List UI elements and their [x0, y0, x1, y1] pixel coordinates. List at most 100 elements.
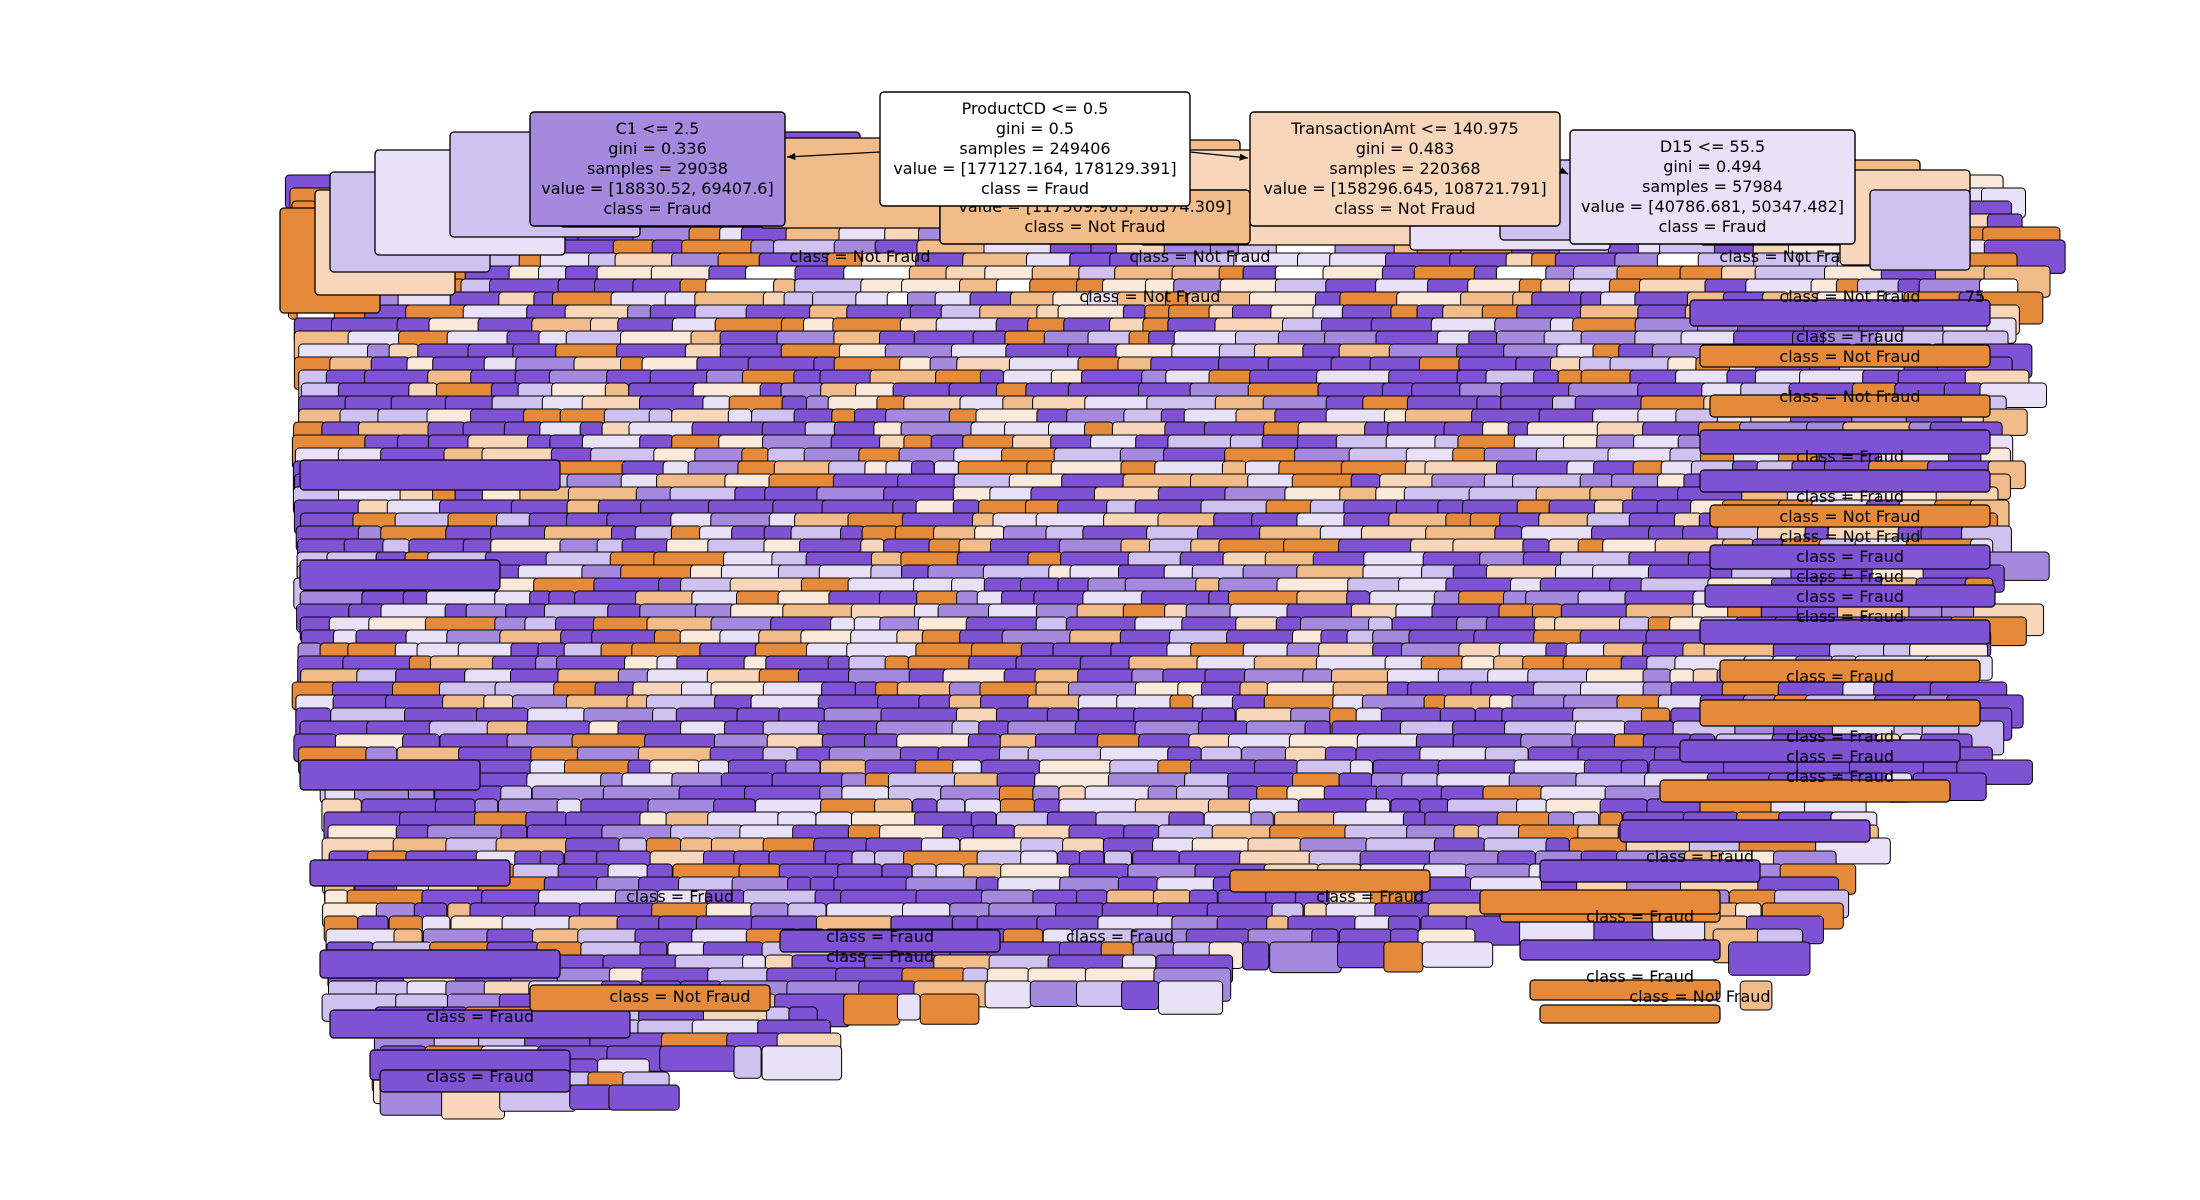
- leaf-band-18: [1539, 1004, 1721, 1024]
- leaf-band-6: [1709, 544, 1991, 570]
- leaf-band-1: [1699, 344, 1991, 368]
- tree-node-d15: [1569, 129, 1856, 245]
- top-node-layer: value = [117509.963, 58374.309]class = N…: [279, 91, 1971, 314]
- tree-node-box-2174: [1337, 941, 1388, 969]
- fragment-label-31: class = Not Fraud: [1779, 507, 1920, 526]
- fragment-label-30: class = Not Fraud: [1779, 387, 1920, 406]
- fragment-label-21: class = Fraud: [1316, 887, 1424, 906]
- tree-node-box-2241: [896, 993, 921, 1021]
- tree-node-box-2226: [1076, 980, 1126, 1007]
- fragment-label-16: class = Fraud: [1586, 967, 1694, 986]
- leaf-band-10: [1699, 699, 1981, 727]
- fragment-label-20: class = Fraud: [826, 927, 934, 946]
- edge-root-to-c1-arrow: [787, 153, 796, 161]
- fragment-label-23: class = Fraud: [626, 887, 734, 906]
- tree-node-tamt: [1249, 111, 1561, 227]
- tree-node-box-2227: [1121, 980, 1160, 1010]
- leaf-band-14: [1539, 859, 1761, 883]
- tree-node-box-2225: [1029, 980, 1080, 1007]
- fragment-label-18: class = Fraud: [426, 1007, 534, 1026]
- leaf-band-21: [299, 759, 481, 791]
- tree-node-box-2293: [608, 1084, 680, 1111]
- leaf-band-4: [1699, 469, 1991, 493]
- leaf-band-7: [1704, 584, 1996, 608]
- tree-node-box-2242: [919, 993, 980, 1025]
- node-mid-line-1: class = Not Fraud: [1024, 217, 1165, 236]
- tree-node-root: [879, 91, 1191, 207]
- tree-node-box-2274: [733, 1045, 762, 1079]
- tree-node-box-2229: [1739, 980, 1773, 1011]
- leaf-band-28: [779, 929, 1001, 953]
- node-d15-line-1: gini = 0.494: [1663, 157, 1762, 176]
- edge-root-to-transactionamt: [1189, 151, 1249, 159]
- tree-node-box-2224: [984, 980, 1032, 1009]
- edge-transactionamt-to-d15-arrow: [1559, 167, 1568, 174]
- fragment-label-29: class = Not Fraud: [1779, 347, 1920, 366]
- node-root-line-2: samples = 249406: [959, 139, 1110, 158]
- node-c1-line-4: class = Fraud: [603, 199, 711, 218]
- node-c1-line-1: gini = 0.336: [608, 139, 707, 158]
- leaf-band-24: [329, 1009, 631, 1039]
- fragment-label-22: class = Fraud: [1066, 927, 1174, 946]
- fragment-label-11: class = Fraud: [1786, 727, 1894, 746]
- node-root-line-1: gini = 0.5: [996, 119, 1074, 138]
- fragment-label-26: class = Not Fraud: [789, 247, 930, 266]
- leaf-band-2: [1709, 394, 1991, 418]
- leaf-band-22: [309, 859, 511, 887]
- node-root-line-0: ProductCD <= 0.5: [962, 99, 1109, 118]
- fragment-label-5: class = Fraud: [1796, 487, 1904, 506]
- tree-node-box-2240: [843, 993, 901, 1026]
- node-root-line-3: value = [177127.164, 178129.391]: [893, 159, 1176, 178]
- fragment-label-10: class = Fraud: [1786, 667, 1894, 686]
- tree-node-box-2275: [761, 1045, 843, 1081]
- tree-node-box-2228: [1158, 980, 1224, 1015]
- leaf-band-12: [1659, 779, 1951, 803]
- node-d15-line-2: samples = 57984: [1642, 177, 1783, 196]
- fragment-label-27: class = Not Fraud: [1719, 247, 1860, 266]
- edge-root-to-c1: [786, 151, 881, 158]
- fragment-label-34: class = Not Fraud: [1629, 987, 1770, 1006]
- node-tamt-line-1: gini = 0.483: [1356, 139, 1455, 158]
- leaf-band-30: [1479, 889, 1721, 915]
- fragment-label-14: class = Fraud: [1646, 847, 1754, 866]
- node-c1-line-2: samples = 29038: [587, 159, 728, 178]
- leaf-band-19: [299, 459, 561, 491]
- fragment-label-15: class = Fraud: [1586, 907, 1694, 926]
- leaf-band-29: [1229, 869, 1431, 893]
- node-tamt-line-3: value = [158296.645, 108721.791]: [1263, 179, 1546, 198]
- tree-node-box-2177: [1728, 941, 1811, 976]
- leaf-band-0: [1689, 299, 1991, 327]
- tree-node-c1: [529, 111, 786, 227]
- tree-node-box-2172: [1242, 941, 1270, 971]
- leaf-band-9: [1719, 659, 1981, 683]
- fragment-label-33: class = Not Fraud: [609, 987, 750, 1006]
- node-tamt-line-4: class = Not Fraud: [1334, 199, 1475, 218]
- fragment-label-6: class = Fraud: [1796, 547, 1904, 566]
- node-c1-line-3: value = [18830.52, 69407.6]: [541, 179, 773, 198]
- leaf-band-5: [1709, 504, 1991, 528]
- tree-node-box-2273: [659, 1045, 738, 1072]
- fragment-label-28: class = Not Fraud: [1779, 287, 1920, 306]
- node-d15-line-0: D15 <= 55.5: [1660, 137, 1765, 156]
- fragment-label-8: class = Fraud: [1796, 587, 1904, 606]
- fragment-label-7: class = Fraud: [1796, 567, 1904, 586]
- tree-node-box-2176: [1421, 941, 1494, 968]
- leaf-band-3: [1699, 429, 1991, 455]
- leaf-band-26: [379, 1069, 571, 1093]
- fragment-label-4: class = Fraud: [1796, 447, 1904, 466]
- fragment-label-36: class = Not Fraud: [1079, 287, 1220, 306]
- node-c1-line-0: C1 <= 2.5: [616, 119, 700, 138]
- tree-node-box-2173: [1269, 941, 1342, 974]
- node-tamt-line-2: samples = 220368: [1329, 159, 1480, 178]
- leaf-band-17: [1529, 979, 1721, 1001]
- fragment-label-48: 75: [1965, 287, 1985, 306]
- node-d15-line-3: value = [40786.681, 50347.482]: [1581, 197, 1844, 216]
- leaf-band-13: [1619, 819, 1871, 843]
- leaf-band-11: [1679, 739, 1961, 763]
- fragment-label-17: class = Fraud: [826, 947, 934, 966]
- fragment-label-12: class = Fraud: [1786, 747, 1894, 766]
- node-tamt-line-0: TransactionAmt <= 140.975: [1290, 119, 1518, 138]
- fragment-label-3: class = Fraud: [1796, 327, 1904, 346]
